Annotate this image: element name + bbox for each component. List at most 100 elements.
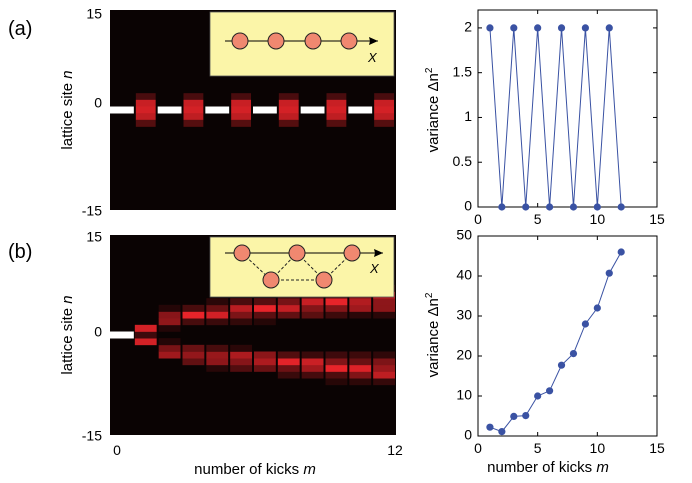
heatmap-cell — [183, 99, 204, 107]
data-point — [569, 350, 578, 358]
heatmap-cell — [158, 311, 181, 319]
heatmap-cell — [230, 351, 252, 359]
heatmap-cell — [373, 304, 395, 312]
heatmap-cell — [182, 304, 205, 312]
heatmap-cell — [374, 113, 394, 121]
variance-plot-b: 0 5 10 15 0 10 20 30 40 50 variance Δn2 number of… — [424, 227, 665, 476]
heatmap-cell — [230, 318, 252, 326]
heatmap-cell — [206, 311, 229, 319]
x-tick-label: 0 — [474, 211, 482, 227]
heatmap-cell — [301, 358, 324, 366]
heatmap-cell — [326, 93, 347, 101]
heatmap-cell — [373, 364, 395, 372]
heatmap-cell — [182, 351, 205, 359]
heatmap-cell — [182, 311, 205, 319]
heatmap-cell — [349, 371, 372, 379]
heatmap-b-xtick-0: 0 — [113, 442, 121, 458]
heatmap-cell — [106, 331, 134, 339]
inset-a-atom — [267, 32, 285, 50]
data-point — [522, 203, 530, 211]
heatmap-cell — [254, 311, 276, 319]
variance-b-ylabel: variance Δn2 — [424, 292, 442, 377]
heatmap-cell — [158, 304, 181, 312]
heatmap-cell — [349, 358, 372, 366]
inset-a: X — [209, 11, 395, 77]
inset-b-atom — [233, 244, 251, 262]
data-point — [605, 269, 613, 277]
data-point — [534, 24, 542, 32]
heatmap-a: 15 0 -15 lattice site n X — [59, 6, 396, 219]
data-point — [546, 203, 554, 211]
heatmap-cell — [373, 371, 395, 379]
heatmap-cell — [374, 106, 394, 114]
data-point — [605, 24, 613, 32]
heatmap-cell — [206, 351, 229, 359]
heatmap-cell — [373, 378, 395, 386]
heatmap-a-ytick-15: 15 — [86, 6, 102, 22]
heatmap-cell — [373, 358, 395, 366]
data-point — [534, 392, 542, 400]
variance-a-axes — [477, 9, 658, 208]
heatmap-cell — [325, 351, 348, 359]
heatmap-cell — [278, 113, 299, 121]
heatmap-cell — [206, 318, 229, 326]
y-tick-label: 50 — [456, 227, 472, 243]
heatmap-cell — [134, 338, 157, 346]
heatmap-cell — [230, 364, 252, 372]
heatmap-b: 15 0 -15 0 12 lattice site n number of k… — [59, 229, 403, 478]
heatmap-a-ytick-0: 0 — [94, 95, 102, 111]
heatmap-cell — [325, 378, 348, 386]
data-point — [581, 320, 590, 328]
heatmap-cell — [301, 304, 324, 312]
y-tick-label: 0 — [464, 198, 472, 214]
heatmap-cell — [326, 99, 347, 107]
heatmap-cell — [157, 106, 182, 114]
heatmap-cell — [183, 113, 204, 121]
heatmap-cell — [158, 338, 181, 346]
heatmap-cell — [325, 298, 348, 306]
heatmap-b-ytick-0: 0 — [94, 324, 102, 340]
inset-b-arrowhead — [374, 249, 383, 257]
heatmap-cell — [134, 331, 157, 339]
heatmap-cell — [325, 364, 348, 372]
heatmap-b-cells — [106, 284, 395, 386]
x-tick-label: 5 — [534, 440, 542, 456]
heatmap-cell — [349, 378, 372, 386]
heatmap-cell — [253, 106, 277, 114]
data-point — [486, 24, 494, 32]
heatmap-cell — [325, 358, 348, 366]
data-point — [617, 248, 625, 256]
x-tick-label: 15 — [649, 211, 665, 227]
heatmap-cell — [183, 119, 204, 127]
variance-b-xlabel: number of kicks m — [487, 459, 609, 476]
inset-a-arrowhead — [369, 37, 378, 45]
heatmap-cell — [230, 311, 252, 319]
heatmap-cell — [206, 298, 229, 306]
heatmap-cell — [231, 106, 251, 114]
heatmap-b-ytick-neg15: -15 — [82, 428, 102, 444]
panel-b-label: (b) — [8, 241, 32, 263]
inset-b-atom — [262, 271, 280, 289]
heatmap-b-ytick-15: 15 — [86, 229, 102, 245]
data-point — [546, 387, 554, 395]
variance-plot-a: 0 5 10 15 0 0.5 1 1.5 2 variance Δn2 — [424, 9, 665, 227]
x-tick-label: 10 — [590, 440, 606, 456]
heatmap-cell — [183, 106, 204, 114]
variance-b-ticks: 0 5 10 15 0 10 20 30 40 50 — [456, 227, 665, 456]
y-tick-label: 20 — [456, 347, 472, 363]
heatmap-cell — [277, 364, 300, 372]
heatmap-cell — [374, 119, 394, 127]
heatmap-a-ylabel: lattice site n — [59, 70, 76, 149]
heatmap-cell — [278, 119, 299, 127]
series-line — [489, 27, 622, 208]
inset-b-atom — [315, 271, 333, 289]
heatmap-cell — [349, 298, 372, 306]
heatmap-cell — [183, 93, 204, 101]
heatmap-cell — [349, 364, 372, 372]
inset-a-x-label: X — [367, 50, 378, 65]
heatmap-cell — [206, 344, 229, 352]
data-point — [593, 203, 601, 211]
data-point — [557, 24, 566, 32]
heatmap-cell — [135, 99, 156, 107]
x-tick-label: 0 — [474, 440, 482, 456]
